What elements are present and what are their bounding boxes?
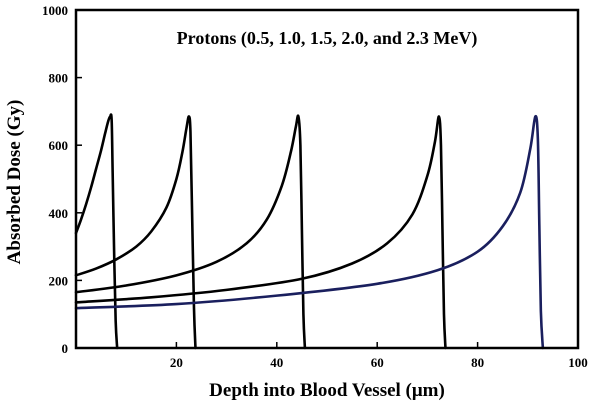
plot-frame [74,8,580,350]
series-line-1 [74,113,119,350]
x-tick-label: 60 [371,355,384,370]
y-tick-label: 400 [49,206,69,221]
y-tick-label: 1000 [42,3,68,18]
x-tick-label: 100 [568,355,588,370]
series-line-3 [74,114,307,350]
y-tick-label: 800 [49,71,69,86]
chart-title: Protons (0.5, 1.0, 1.5, 2.0, and 2.3 MeV… [177,28,478,49]
series-line-4 [74,115,447,350]
series-line-2 [74,115,197,350]
x-tick-label: 40 [270,355,283,370]
series-layer [74,113,545,350]
x-tick-label: 20 [170,355,183,370]
y-tick-label: 600 [49,138,69,153]
x-tick-label: 80 [471,355,484,370]
y-tick-label: 200 [49,273,69,288]
series-line-5 [74,114,545,350]
y-axis-title: Absorbed Dose (Gy) [4,100,25,265]
y-tick-label: 0 [62,341,69,356]
x-axis-title: Depth into Blood Vessel (μm) [209,380,445,401]
